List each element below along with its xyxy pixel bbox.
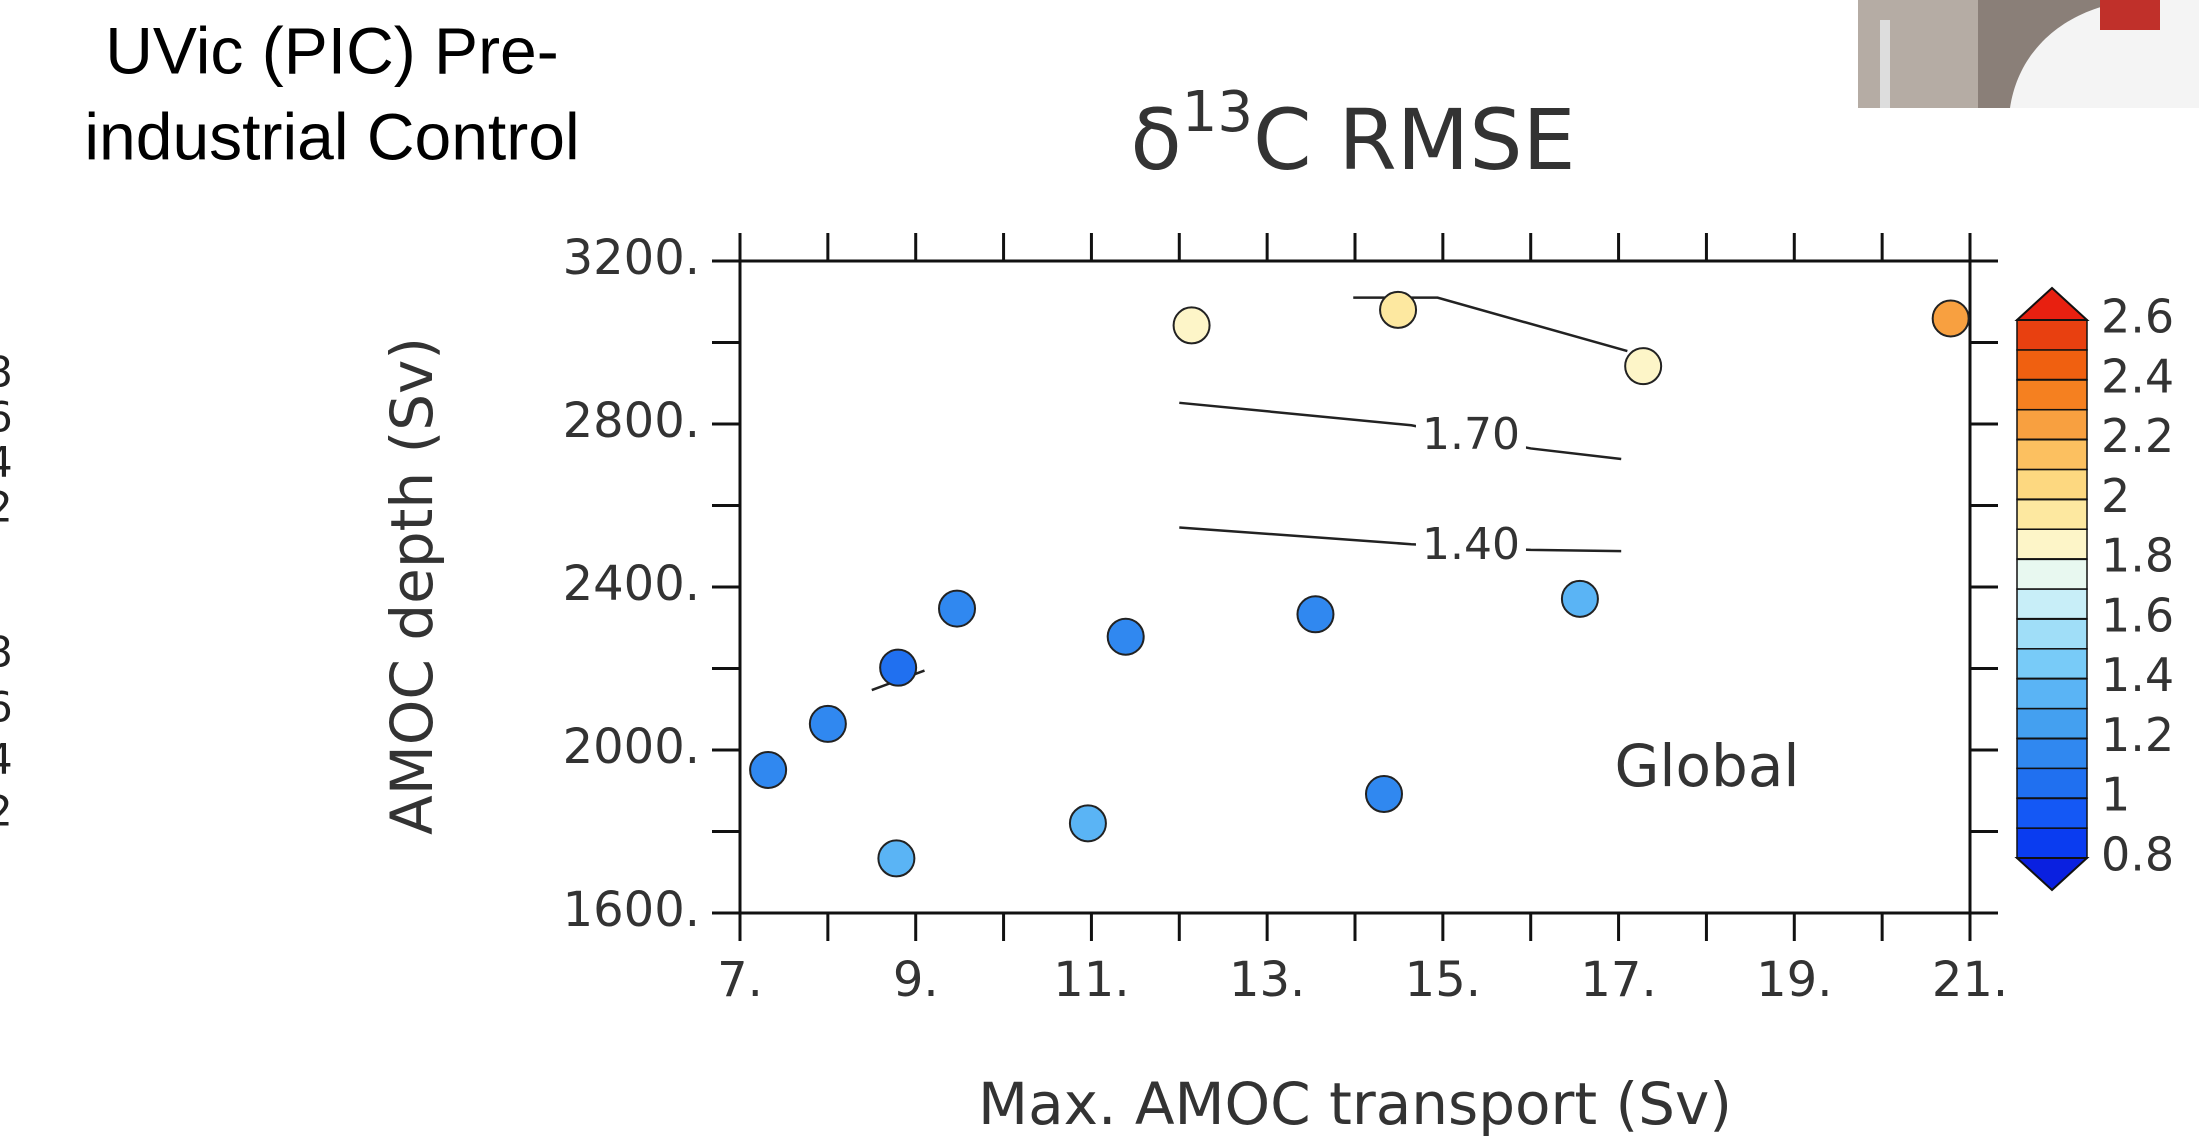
scatter-point bbox=[938, 589, 977, 628]
photo bbox=[1858, 0, 2199, 108]
colorbar-box bbox=[2016, 618, 2088, 650]
x-tick-label: 13. bbox=[1229, 952, 1305, 1008]
x-tick-label: 19. bbox=[1756, 952, 1832, 1008]
chart-title: δ13C RMSE bbox=[1130, 80, 1575, 189]
y-tick-label: 2400. bbox=[563, 556, 700, 612]
scatter-point bbox=[1379, 290, 1418, 329]
colorbar-box bbox=[2016, 648, 2088, 680]
contour-label: 1.70 bbox=[1422, 409, 1520, 460]
left-fragment: 8 bbox=[0, 348, 13, 397]
colorbar-box bbox=[2016, 498, 2088, 530]
scatter-point bbox=[808, 704, 847, 743]
title-superscript: 13 bbox=[1182, 80, 1253, 145]
colorbar-label: 1.4 bbox=[2101, 648, 2174, 702]
x-tick-label: 21. bbox=[1932, 952, 2008, 1008]
contour-line bbox=[1353, 296, 1628, 353]
colorbar-box bbox=[2016, 438, 2088, 471]
y-axis-label: AMOC depth (Sv) bbox=[378, 337, 446, 835]
plot-frame bbox=[738, 259, 1972, 915]
scatter-point bbox=[1364, 775, 1403, 814]
scatter-point bbox=[1296, 595, 1335, 634]
scatter-point bbox=[877, 839, 916, 878]
colorbar-label: 1 bbox=[2101, 768, 2130, 822]
scatter-point bbox=[1106, 617, 1145, 656]
scatter-point bbox=[1931, 299, 1970, 338]
scatter-point bbox=[1172, 306, 1211, 345]
scatter-point bbox=[1624, 347, 1663, 386]
colorbar-label: 2 bbox=[2101, 469, 2130, 523]
colorbar-label: 1.8 bbox=[2101, 529, 2174, 583]
colorbar-label: 2.6 bbox=[2101, 290, 2174, 344]
x-tick-label: 17. bbox=[1580, 952, 1656, 1008]
left-fragment: 4 bbox=[0, 438, 13, 487]
colorbar-box bbox=[2016, 767, 2088, 799]
colorbar-box bbox=[2016, 558, 2088, 590]
colorbar-label: 2.4 bbox=[2101, 349, 2174, 403]
colorbar-label: 1.6 bbox=[2101, 588, 2174, 642]
annotation: Global bbox=[1614, 732, 1799, 800]
colorbar-box bbox=[2016, 379, 2088, 411]
title-suffix: C RMSE bbox=[1253, 91, 1576, 189]
left-fragment: 8 bbox=[0, 628, 13, 677]
x-tick-label: 9. bbox=[893, 952, 939, 1008]
colorbar-box bbox=[2016, 528, 2088, 560]
contour-label: 1.40 bbox=[1422, 519, 1520, 570]
y-tick-label: 2800. bbox=[563, 393, 700, 449]
colorbar-box bbox=[2016, 737, 2088, 770]
contour-label-bg bbox=[1415, 412, 1526, 461]
colorbar-box bbox=[2016, 707, 2088, 740]
y-tick-label: 3200. bbox=[563, 230, 700, 286]
colorbar-label: 2.2 bbox=[2101, 409, 2174, 463]
colorbar-label: 1.2 bbox=[2101, 708, 2174, 762]
colorbar-box bbox=[2016, 468, 2088, 501]
scatter-point bbox=[1068, 804, 1107, 843]
slide-title: industrial Control bbox=[84, 99, 579, 173]
scatter-point bbox=[1560, 579, 1599, 618]
title-prefix: δ bbox=[1130, 91, 1181, 189]
colorbar-box bbox=[2016, 588, 2088, 620]
colorbar-box bbox=[2016, 408, 2088, 441]
colorbar-box bbox=[2016, 797, 2088, 829]
y-tick-label: 1600. bbox=[563, 882, 700, 938]
contour-label-bg bbox=[1415, 523, 1526, 572]
colorbar-over bbox=[2014, 286, 2090, 321]
x-tick-label: 15. bbox=[1405, 952, 1481, 1008]
left-fragment: 4 bbox=[0, 735, 13, 784]
y-tick-label: 2000. bbox=[563, 719, 700, 775]
colorbar-box bbox=[2016, 319, 2088, 351]
colorbar-box bbox=[2016, 349, 2088, 381]
x-tick-label: 11. bbox=[1053, 952, 1129, 1008]
colorbar-box bbox=[2016, 827, 2088, 859]
left-fragment: 6 bbox=[0, 683, 13, 732]
scatter-point bbox=[749, 750, 788, 789]
left-fragment: 2 bbox=[0, 787, 13, 836]
slide-title: UVic (PIC) Pre- bbox=[105, 13, 559, 87]
x-tick-label: 7. bbox=[717, 952, 763, 1008]
left-fragment: 2 bbox=[0, 483, 13, 532]
colorbar-label: 0.8 bbox=[2101, 828, 2174, 882]
left-fragment: 6 bbox=[0, 393, 13, 442]
colorbar-under bbox=[2014, 857, 2090, 892]
x-axis-label: Max. AMOC transport (Sv) bbox=[978, 1070, 1732, 1138]
colorbar-box bbox=[2016, 677, 2088, 710]
scatter-point bbox=[879, 648, 918, 687]
